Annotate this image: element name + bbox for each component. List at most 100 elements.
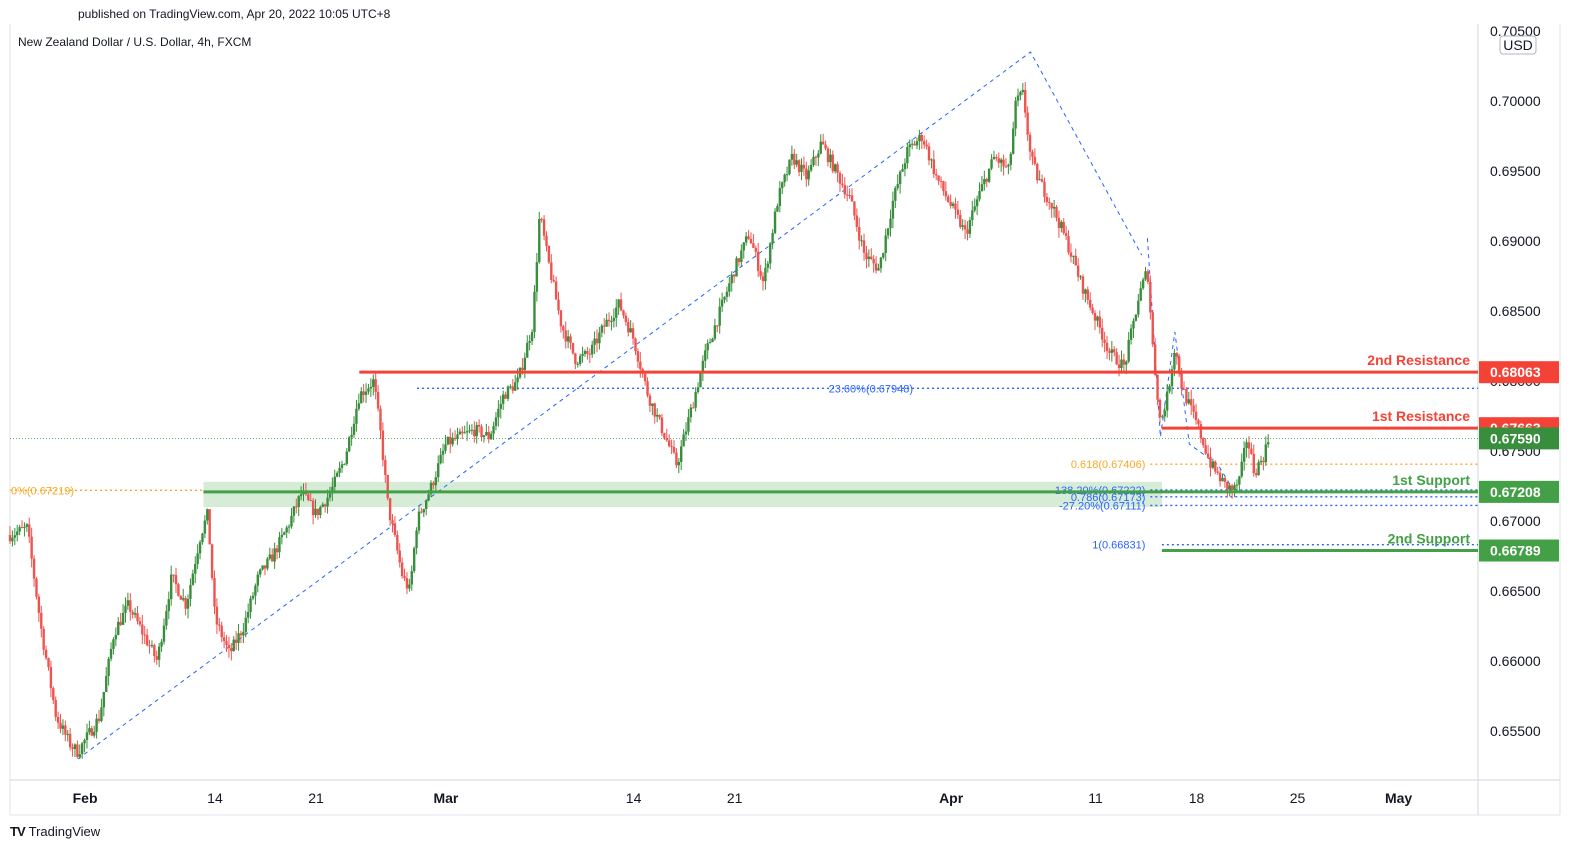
candle-body (278, 537, 281, 553)
candle-body (1235, 484, 1239, 486)
candle-body (627, 321, 630, 333)
candle-body (935, 174, 938, 176)
candle-body (379, 408, 382, 431)
candle-body (213, 578, 216, 607)
candle-body (1175, 352, 1178, 357)
candle-body (1064, 233, 1068, 237)
candle-body (52, 688, 55, 701)
candle-body (477, 424, 481, 427)
candle-body (771, 233, 774, 244)
candle-body (1028, 134, 1032, 152)
candle-body (595, 338, 599, 344)
candle-body (947, 196, 950, 202)
candle-body (222, 637, 226, 642)
candle-body (1153, 344, 1157, 375)
candle-body (689, 407, 693, 418)
candle-body (778, 188, 782, 206)
candle-body (381, 430, 385, 460)
candle-body (61, 725, 65, 729)
candle-body (297, 496, 300, 508)
candle-body (71, 747, 74, 750)
candle-body (439, 454, 442, 464)
price-tick-label: 0.69000 (1490, 233, 1541, 249)
candle-body (1052, 206, 1056, 209)
currency-box[interactable] (1499, 35, 1537, 55)
candle-body (299, 494, 303, 497)
candle-body (872, 259, 875, 264)
candle-body (473, 429, 476, 437)
candle-body (287, 526, 291, 528)
candle-body (523, 357, 527, 371)
candle-body (66, 733, 69, 735)
candle-body (708, 341, 712, 344)
candle-body (44, 649, 48, 659)
candle-body (1204, 445, 1207, 454)
candle-body (1125, 361, 1128, 365)
candle-body (944, 191, 948, 197)
price-tag-box (1479, 427, 1559, 450)
candle-body (776, 205, 779, 212)
candle-body (1129, 328, 1133, 340)
candle-body (684, 431, 688, 435)
candle-body (1242, 447, 1246, 462)
candle-body (1190, 399, 1193, 406)
candle-body (37, 596, 41, 613)
candle-body (701, 360, 705, 374)
candle-body (615, 307, 618, 318)
candle-body (910, 143, 914, 145)
candle-body (833, 164, 837, 172)
candle-body (554, 281, 558, 300)
candle-body (1238, 476, 1241, 485)
time-axis[interactable]: Feb 14 21 Mar 14 21 Apr 11 18 25 May (73, 790, 1413, 806)
candle-body (675, 452, 678, 466)
candle-body (1060, 221, 1063, 229)
candle-body (35, 578, 38, 597)
candle-body (754, 247, 757, 252)
candle-body (343, 463, 346, 465)
candle-body (105, 676, 108, 692)
candle-body (603, 325, 606, 327)
candle-body (680, 446, 683, 462)
candle-body (150, 645, 154, 647)
candle-body (966, 229, 969, 234)
candle-body (646, 381, 649, 396)
candle-body (600, 325, 604, 333)
candle-body (860, 240, 863, 242)
candle-body (586, 350, 589, 354)
candle-body (20, 527, 24, 529)
candle-body (285, 527, 288, 533)
candle-body (201, 533, 204, 543)
candle-body (273, 548, 276, 562)
candle-body (624, 315, 628, 322)
candle-body (1122, 359, 1126, 365)
candle-body (1113, 349, 1116, 353)
candle-body (1026, 112, 1029, 135)
candle-body (234, 639, 238, 643)
tradingview-brand[interactable]: TV TradingView (10, 824, 100, 839)
candle-body (372, 379, 375, 387)
candle-body (509, 386, 512, 388)
candle-body (788, 159, 791, 175)
candle-body (429, 482, 433, 495)
candle-body (1081, 276, 1085, 294)
candle-body (145, 635, 149, 646)
candle-body (636, 351, 640, 362)
candle-body (687, 417, 690, 432)
candle-body (583, 350, 587, 355)
fib-label: 0.618(0.67406) (1071, 459, 1146, 471)
candle-body (186, 598, 190, 609)
price-tick-label: 0.66000 (1490, 653, 1541, 669)
candle-body (735, 258, 738, 277)
candle-body (894, 188, 897, 201)
candle-body (172, 574, 175, 576)
candle-body (189, 584, 192, 599)
candle-body (1110, 349, 1114, 353)
candle-body (545, 235, 548, 247)
candle-body (747, 236, 750, 239)
candle-body (206, 509, 209, 521)
candle-body (355, 408, 358, 424)
candle-body (514, 382, 517, 391)
candle-body (369, 386, 373, 389)
